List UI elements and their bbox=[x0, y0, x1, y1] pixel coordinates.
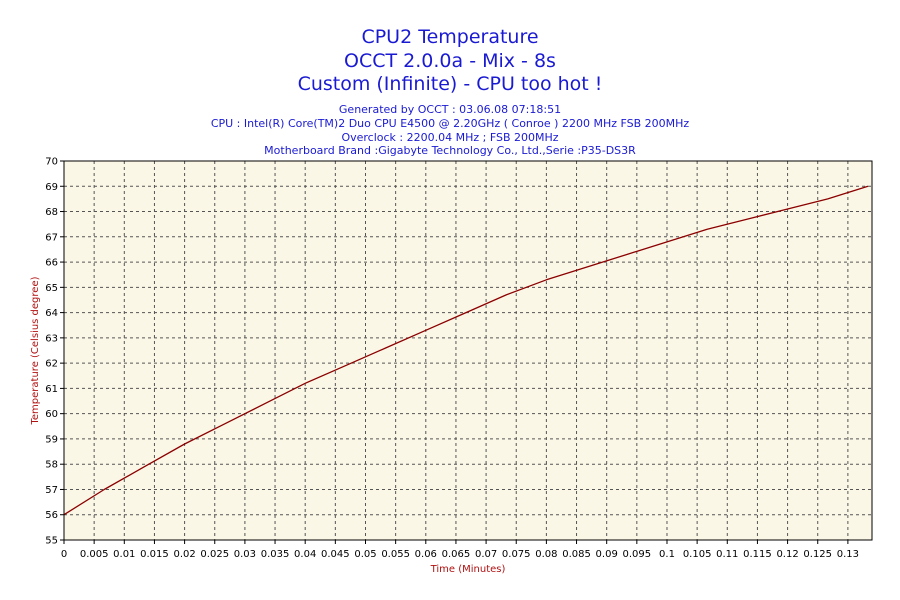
x-tick-label: 0.08 bbox=[535, 549, 557, 560]
x-tick-label: 0.02 bbox=[173, 549, 195, 560]
chart-subtitle-version: OCCT 2.0.0a - Mix - 8s bbox=[344, 50, 556, 72]
y-tick-label: 58 bbox=[45, 460, 58, 471]
temperature-series-line bbox=[63, 185, 869, 516]
x-tick-label: 0 bbox=[61, 549, 67, 560]
x-axis-title: Time (Minutes) bbox=[430, 564, 506, 575]
y-tick-label: 70 bbox=[45, 157, 58, 168]
x-tick-label: 0.015 bbox=[140, 549, 169, 560]
x-tick-label: 0.11 bbox=[716, 549, 738, 560]
x-tick-label: 0.09 bbox=[596, 549, 618, 560]
y-tick-label: 61 bbox=[45, 384, 58, 395]
y-tick-label: 55 bbox=[45, 536, 58, 547]
x-tick-label: 0.105 bbox=[683, 549, 712, 560]
y-tick-label: 57 bbox=[45, 485, 58, 496]
x-tick-label: 0.06 bbox=[415, 549, 437, 560]
x-tick-label: 0.035 bbox=[261, 549, 290, 560]
x-tick-label: 0.005 bbox=[80, 549, 109, 560]
y-tick-label: 65 bbox=[45, 283, 58, 294]
plot-border bbox=[63, 160, 873, 541]
y-tick-label: 63 bbox=[45, 333, 58, 344]
x-tick-label: 0.065 bbox=[442, 549, 471, 560]
x-tick-label: 0.045 bbox=[321, 549, 350, 560]
plot-area bbox=[64, 161, 872, 540]
overclock-info: Overclock : 2200.04 MHz ; FSB 200MHz bbox=[341, 131, 559, 144]
x-tick-label: 0.12 bbox=[776, 549, 798, 560]
axis-ticks: 55 56 57 58 59 60 61 62 63 64 65 66 67 68 69 70 0 0.005 0.… bbox=[45, 157, 859, 561]
x-tick-label: 0.04 bbox=[294, 549, 316, 560]
grid-lines bbox=[64, 161, 872, 540]
cpu-info: CPU : Intel(R) Core(TM)2 Duo CPU E4500 @… bbox=[210, 117, 690, 130]
y-tick-label: 60 bbox=[45, 409, 58, 420]
x-tick-label: 0.115 bbox=[743, 549, 772, 560]
x-tick-label: 0.125 bbox=[803, 549, 832, 560]
x-tick-label: 0.075 bbox=[502, 549, 531, 560]
y-tick-label: 59 bbox=[45, 434, 58, 445]
y-axis-title: Temperature (Celsius degree) bbox=[30, 276, 41, 425]
x-tick-label: 0.01 bbox=[113, 549, 135, 560]
y-tick-label: 69 bbox=[45, 182, 58, 193]
x-tick-label: 0.03 bbox=[234, 549, 256, 560]
generated-info: Generated by OCCT : 03.06.08 07:18:51 bbox=[338, 103, 562, 116]
motherboard-info: Motherboard Brand :Gigabyte Technology C… bbox=[264, 144, 636, 157]
x-tick-label: 0.13 bbox=[837, 549, 859, 560]
x-tick-label: 0.095 bbox=[623, 549, 652, 560]
x-tick-label: 0.085 bbox=[562, 549, 591, 560]
y-tick-label: 66 bbox=[45, 258, 58, 269]
x-tick-label: 0.07 bbox=[475, 549, 497, 560]
y-tick-label: 68 bbox=[45, 207, 58, 218]
y-tick-label: 64 bbox=[45, 308, 58, 319]
x-tick-label: 0.1 bbox=[659, 549, 675, 560]
chart-subtitle-mode: Custom (Infinite) - CPU too hot ! bbox=[297, 73, 603, 95]
x-tick-label: 0.025 bbox=[200, 549, 229, 560]
chart-title: CPU2 Temperature bbox=[361, 26, 539, 48]
y-tick-label: 67 bbox=[45, 232, 58, 243]
x-tick-label: 0.055 bbox=[381, 549, 410, 560]
y-tick-label: 62 bbox=[45, 359, 58, 370]
x-tick-label: 0.05 bbox=[354, 549, 376, 560]
series-layer bbox=[63, 185, 869, 516]
y-tick-label: 56 bbox=[45, 510, 58, 521]
